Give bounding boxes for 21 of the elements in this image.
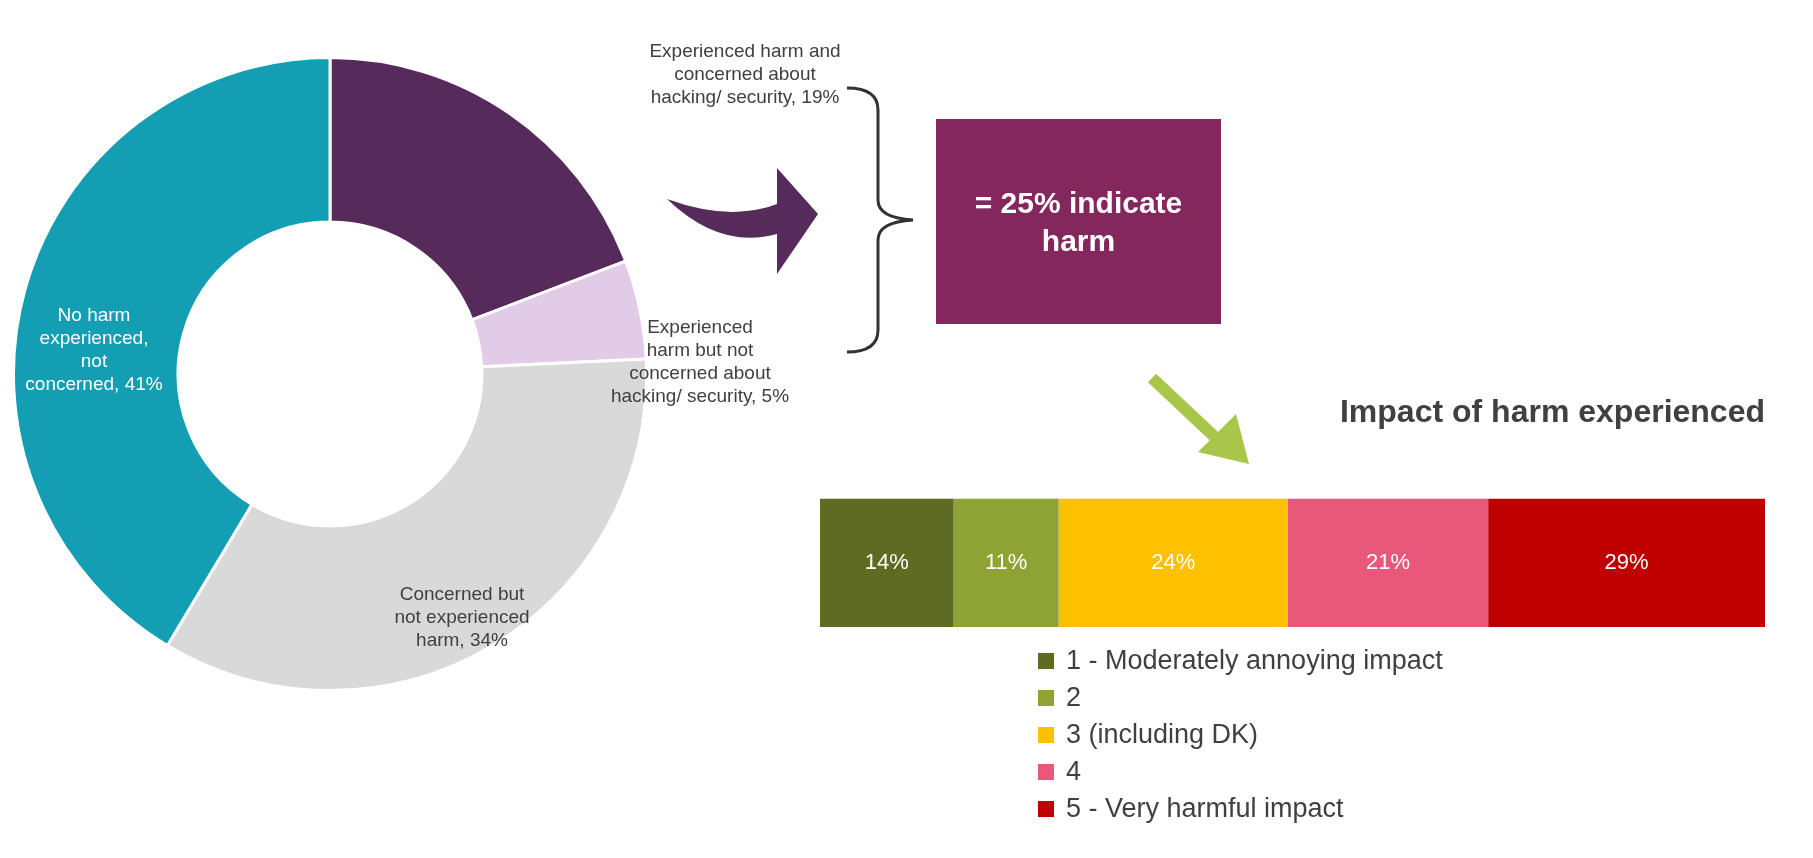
bar — [953, 498, 1059, 627]
data-label: 24% — [1151, 548, 1196, 574]
bar — [1488, 498, 1765, 627]
legend-label: 3 (including DK) — [1066, 719, 1259, 750]
slice-label: Concerned but not experienced harm, 34% — [394, 583, 530, 651]
data-label: 14% — [864, 548, 909, 574]
slice-label: Experienced harm but not concerned about hacking/ security, 5% — [610, 315, 790, 406]
slice-label: No harm experienced, not concerned, 41% — [25, 303, 163, 394]
bar — [820, 498, 954, 627]
data-label: 21% — [1365, 548, 1410, 574]
text: = 25% indicate harm — [973, 184, 1184, 259]
data-label: 29% — [1604, 548, 1649, 574]
legend-label: 1 - Moderately annoying impact — [1066, 645, 1443, 676]
slice-label: Experienced harm and concerned about hacking/ security, 19% — [649, 40, 841, 108]
bar — [1058, 498, 1288, 627]
data-label: 11% — [984, 548, 1028, 574]
legend-label: 2 — [1066, 682, 1082, 713]
chart-title: Impact of harm experienced — [1339, 393, 1765, 430]
bar — [1287, 498, 1489, 627]
legend-label: 4 — [1066, 756, 1082, 787]
legend-label: 5 - Very harmful impact — [1066, 793, 1344, 824]
